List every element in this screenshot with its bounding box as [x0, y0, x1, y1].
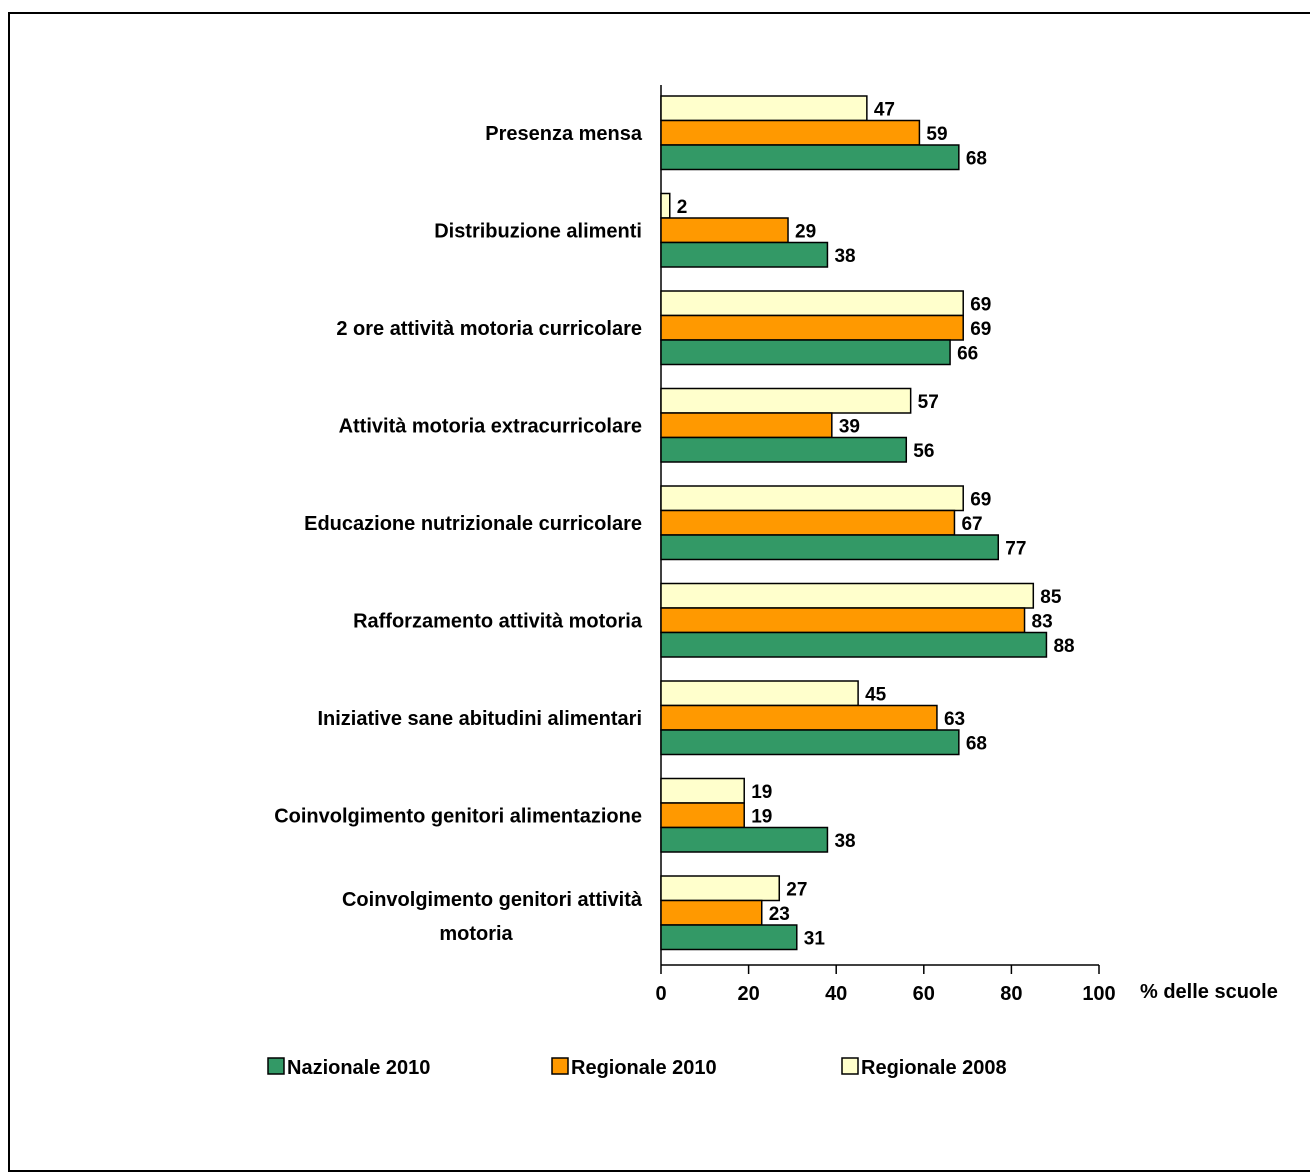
- bar-regionale-2010: [660, 802, 745, 829]
- data-label: 38: [834, 246, 855, 267]
- data-label: 57: [918, 392, 939, 413]
- data-label: 38: [834, 831, 855, 852]
- x-tick-label: 40: [825, 983, 847, 1005]
- legend-swatch: [841, 1057, 859, 1075]
- data-label: 29: [795, 221, 816, 242]
- data-label: 27: [786, 879, 807, 900]
- bar-nazionale-2010: [660, 826, 829, 853]
- bar-regionale-2008: [660, 582, 1035, 609]
- category-label: Coinvolgimento genitori attività: [342, 889, 643, 911]
- bar-regionale-2008: [660, 875, 781, 902]
- data-label: 23: [769, 904, 790, 925]
- data-label: 68: [966, 733, 987, 754]
- x-axis-label: % delle scuole: [1140, 981, 1278, 1003]
- category-label: Presenza mensa: [485, 123, 643, 145]
- bar-regionale-2008: [660, 95, 868, 122]
- data-label: 68: [966, 148, 987, 169]
- category-label: Iniziative sane abitudini alimentari: [317, 708, 642, 730]
- data-label: 59: [926, 124, 947, 145]
- legend-label: Regionale 2010: [571, 1057, 717, 1079]
- x-tick-label: 60: [913, 983, 935, 1005]
- bar-regionale-2010: [660, 119, 921, 146]
- category-label: 2 ore attività motoria curricolare: [336, 318, 642, 340]
- bar-nazionale-2010: [660, 241, 829, 268]
- bar-regionale-2010: [660, 314, 964, 341]
- bar-regionale-2010: [660, 412, 833, 439]
- bar-regionale-2010: [660, 704, 938, 731]
- x-tick-label: 20: [737, 983, 759, 1005]
- bar-regionale-2008: [660, 485, 964, 512]
- legend-label: Regionale 2008: [861, 1057, 1007, 1079]
- data-label: 69: [970, 319, 991, 340]
- legend-swatch: [551, 1057, 569, 1075]
- legend-label: Nazionale 2010: [287, 1057, 430, 1079]
- x-tick-label: 100: [1082, 983, 1115, 1005]
- data-label: 85: [1040, 587, 1062, 608]
- data-label: 77: [1005, 538, 1026, 559]
- bar-nazionale-2010: [660, 631, 1048, 658]
- data-label: 47: [874, 99, 895, 120]
- bar-regionale-2008: [660, 777, 745, 804]
- bar-regionale-2008: [660, 290, 964, 317]
- data-label: 19: [751, 782, 772, 803]
- bar-nazionale-2010: [660, 924, 798, 951]
- category-label: Coinvolgimento genitori alimentazione: [274, 805, 642, 827]
- data-label: 66: [957, 343, 978, 364]
- category-label: motoria: [439, 923, 513, 945]
- data-label: 45: [865, 684, 887, 705]
- data-label: 69: [970, 294, 991, 315]
- bar-nazionale-2010: [660, 729, 960, 756]
- data-label: 67: [961, 514, 982, 535]
- category-label: Educazione nutrizionale curricolare: [304, 513, 642, 535]
- data-label: 88: [1053, 636, 1074, 657]
- data-label: 56: [913, 441, 934, 462]
- bar-nazionale-2010: [660, 534, 1000, 561]
- data-label: 19: [751, 806, 772, 827]
- data-label: 63: [944, 709, 965, 730]
- data-label: 69: [970, 489, 991, 510]
- x-tick-label: 80: [1000, 983, 1022, 1005]
- bar-regionale-2010: [660, 217, 789, 244]
- category-label: Attività motoria extracurricolare: [339, 415, 642, 437]
- bar-regionale-2010: [660, 509, 956, 536]
- category-label: Rafforzamento attività motoria: [353, 610, 643, 632]
- bar-regionale-2010: [660, 607, 1026, 634]
- x-tick-label: 0: [655, 983, 666, 1005]
- bar-regionale-2008: [660, 680, 859, 707]
- data-label: 31: [804, 928, 826, 949]
- bar-nazionale-2010: [660, 436, 908, 463]
- category-label: Distribuzione alimenti: [434, 220, 642, 242]
- bar-regionale-2008: [660, 387, 912, 414]
- chart-frame: [8, 12, 1310, 1172]
- data-label: 39: [839, 416, 860, 437]
- bar-nazionale-2010: [660, 144, 960, 171]
- bar-nazionale-2010: [660, 339, 951, 366]
- data-label: 83: [1032, 611, 1053, 632]
- bar-regionale-2008: [660, 192, 671, 219]
- data-label: 2: [677, 197, 688, 218]
- bar-regionale-2010: [660, 899, 763, 926]
- legend-swatch: [267, 1057, 285, 1075]
